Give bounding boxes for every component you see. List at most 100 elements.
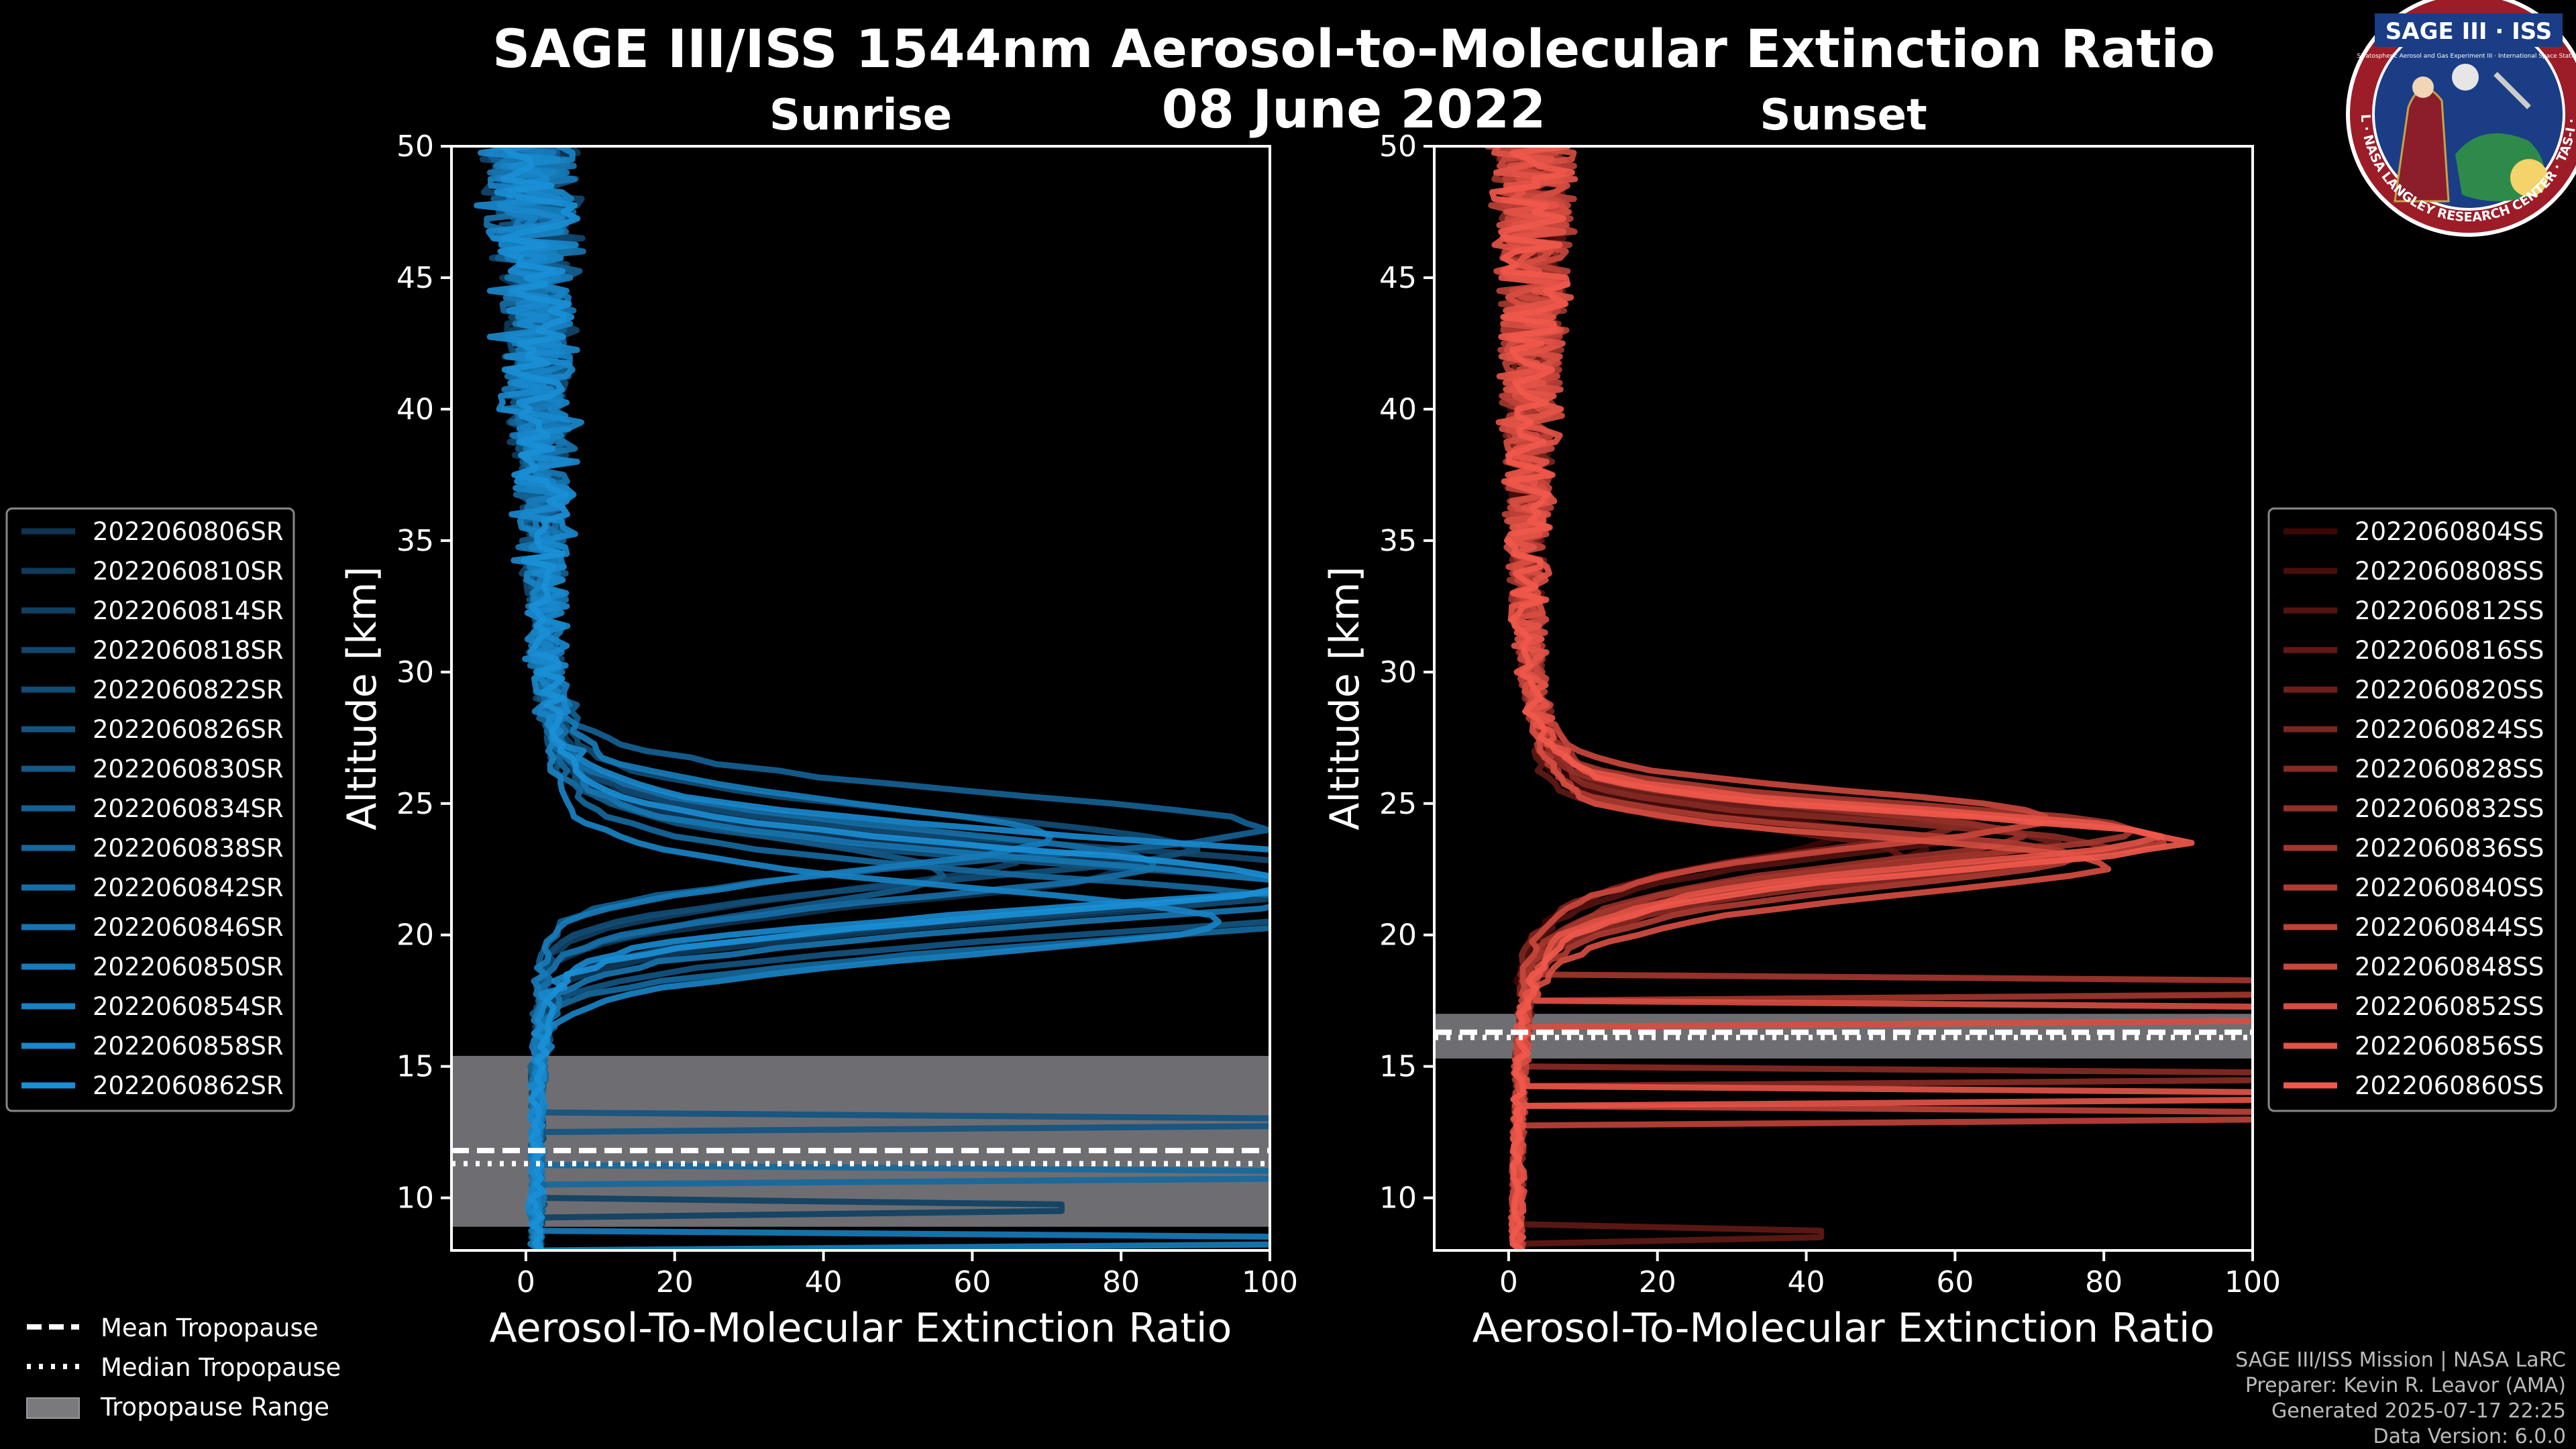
sunrise-plot-area [451,146,1270,1250]
sunset-xtick-label: 80 [2085,1265,2123,1299]
sunset-legend-label: 2022060860SS [2355,1071,2544,1100]
sunrise-legend-box [5,507,295,1112]
sunset-legend-label: 2022060852SS [2355,992,2544,1021]
astronomer-head-icon [2412,76,2434,98]
sunset-panel-title: Sunset [1760,91,1927,140]
sunset-xtick-label: 40 [1788,1265,1825,1299]
sunrise-xlabel: Aerosol-To-Molecular Extinction Ratio [490,1305,1232,1352]
sunset-clipped-data [1434,146,2253,1250]
sunset-legend-label: 2022060808SS [2355,557,2544,586]
sunset-ylabel: Altitude [km] [1322,566,1368,830]
sunrise-ytick-label: 10 [396,1181,434,1216]
sunrise-legend-label: 2022060818SR [93,636,284,665]
sunrise-panel-title: Sunrise [769,91,952,140]
tropopause-range-swatch [26,1397,80,1419]
sunset-xtick-label: 20 [1639,1265,1676,1299]
credits: SAGE III/ISS Mission | NASA LaRC Prepare… [2235,1348,2566,1448]
sunset-legend-label: 2022060848SS [2355,953,2544,981]
credit-line-1: SAGE III/ISS Mission | NASA LaRC [2235,1348,2566,1372]
sunrise-ytick-label: 50 [396,129,434,164]
credit-line-3: Generated 2025-07-17 22:25 [2271,1399,2566,1423]
sunrise-ytick-label: 20 [396,918,434,953]
moon-icon [2452,64,2479,91]
sunset-series-line-2022060860SS [1489,146,2195,1250]
sunset-legend-label: 2022060804SS [2355,517,2544,546]
sunrise-ytick-label: 40 [396,392,434,427]
sunrise-legend-label: 2022060822SR [93,676,284,704]
sunset-axes-frame [1433,145,2254,1252]
sunrise-legend-label: 2022060862SR [93,1071,284,1100]
sunrise-legend-label: 2022060826SR [93,715,284,744]
sunset-ytick-label: 40 [1379,392,1417,427]
sunset-ytick-label: 15 [1379,1050,1417,1084]
sunset-ytick-label: 30 [1379,655,1417,690]
sunrise-xtick-label: 100 [1242,1265,1298,1299]
credit-line-2: Preparer: Kevin R. Leavor (AMA) [2245,1374,2566,1397]
mission-logo: SAGE III · ISS Stratospheric Aerosol and… [2346,0,2576,237]
mean-tropopause-label: Mean Tropopause [101,1313,319,1342]
figure-title: SAGE III/ISS 1544nm Aerosol-to-Molecular… [492,19,2215,80]
sunrise-legend-label: 2022060838SR [93,834,284,863]
sunrise-xtick-label: 40 [805,1265,843,1299]
sunset-plot-area [1434,146,2253,1250]
sunrise-xtick-label: 60 [953,1265,991,1299]
sunset-ytick-label: 50 [1379,129,1417,164]
sunset-xtick-label: 100 [2224,1265,2281,1299]
logo-name-banner [2375,13,2563,47]
sunset-legend-label: 2022060836SS [2355,834,2544,863]
sunset-legend-label: 2022060828SS [2355,755,2544,784]
sunrise-legend-label: 2022060830SR [93,755,284,784]
sunset-ytick-label: 35 [1379,524,1417,558]
sunrise-legend-label: 2022060810SR [93,557,284,586]
sunset-legend-label: 2022060840SS [2355,873,2544,902]
sunset-legend-label: 2022060820SS [2355,676,2544,704]
sunrise-ticks: 0 20 40 60 80 100 10 15 20 25 30 35 40 45 50 [396,129,1298,1299]
sunset-legend-label: 2022060824SS [2355,715,2544,744]
sunset-xlabel: Aerosol-To-Molecular Extinction Ratio [1472,1305,2215,1352]
sunrise-legend-label: 2022060850SR [93,953,284,981]
sunset-ytick-label: 10 [1379,1181,1417,1216]
sunrise-ytick-label: 30 [396,655,434,690]
sunset-legend-label: 2022060856SS [2355,1032,2544,1061]
sunrise-series-line-2022060862SR [494,146,1270,1250]
sunrise-xtick-label: 0 [517,1265,535,1299]
sunset-ytick-label: 25 [1379,787,1417,821]
tropopause-legend: Mean Tropopause Median Tropopause Tropop… [26,1313,341,1421]
sunset-ytick-label: 20 [1379,918,1417,953]
logo-small-text: Stratospheric Aerosol and Gas Experiment… [2357,53,2576,60]
sunrise-xtick-label: 20 [656,1265,694,1299]
sunrise-legend-label: 2022060846SR [93,913,284,942]
sunrise-ytick-label: 15 [396,1050,434,1084]
sunrise-xtick-label: 80 [1102,1265,1140,1299]
sunset-legend: 2022060804SS 2022060808SS 2022060812SS 2022… [2267,507,2557,1112]
sunset-legend-label: 2022060816SS [2355,636,2544,665]
sunrise-legend-label: 2022060842SR [93,873,284,902]
sunrise-clipped-data [451,146,1270,1250]
sunrise-ytick-label: 35 [396,524,434,558]
sunrise-legend-label: 2022060858SR [93,1032,284,1061]
tropopause-range-label: Tropopause Range [100,1393,329,1421]
sunset-ticks: 0 20 40 60 80 100 10 15 20 25 30 35 40 45 50 [1379,129,2281,1299]
sunset-legend-label: 2022060832SS [2355,794,2544,823]
sunset-xtick-label: 0 [1499,1265,1518,1299]
sunset-legend-box [2267,507,2557,1112]
sunset-legend-label: 2022060812SS [2355,596,2544,625]
sunrise-legend-label: 2022060806SR [93,517,284,546]
sunrise-ytick-label: 45 [396,261,434,295]
station-icon [2493,72,2531,109]
sunrise-axes-frame [450,145,1271,1252]
sunset-legend-label: 2022060844SS [2355,913,2544,942]
credit-line-4: Data Version: 6.0.0 [2373,1425,2566,1448]
median-tropopause-label: Median Tropopause [101,1353,341,1382]
sunrise-legend-label: 2022060834SR [93,794,284,823]
sunrise-legend-label: 2022060854SR [93,992,284,1021]
sunset-panel: Sunset 0 20 40 60 80 100 10 15 20 25 30 35 40 45 50 Ae… [1322,91,2281,1352]
sunrise-legend: 2022060806SR 2022060810SR 2022060814SR 2022… [5,507,295,1112]
sun-icon [2510,159,2548,197]
sunset-xtick-label: 60 [1936,1265,1974,1299]
sunset-ytick-label: 45 [1379,261,1417,295]
sunrise-ytick-label: 25 [396,787,434,821]
sunrise-ylabel: Altitude [km] [339,566,386,830]
logo-name: SAGE III · ISS [2385,18,2552,45]
